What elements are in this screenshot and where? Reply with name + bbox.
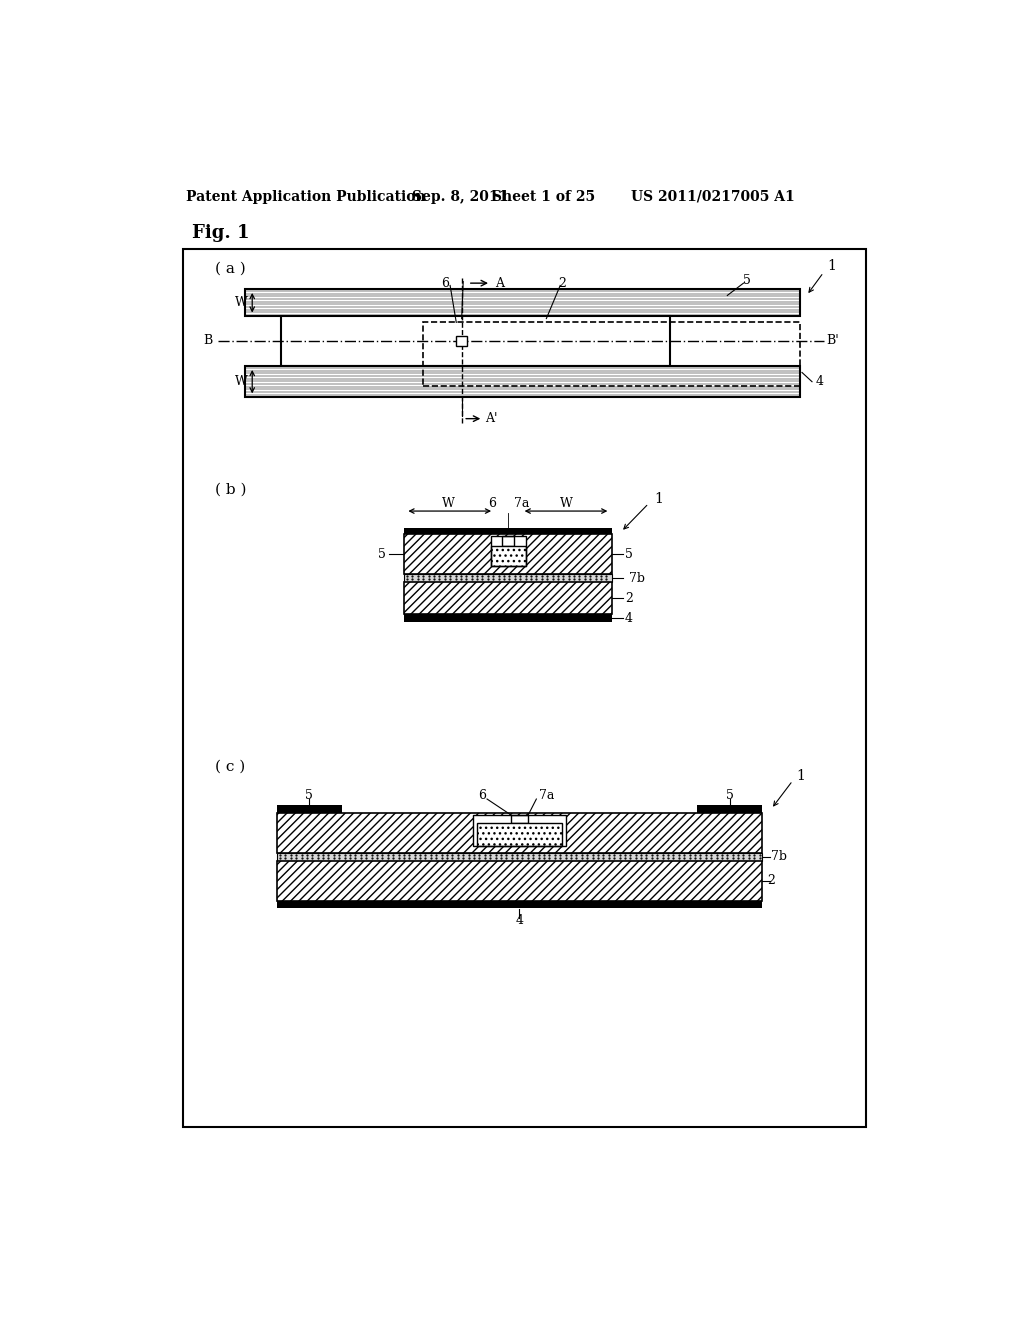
Bar <box>281 317 670 367</box>
Text: Sep. 8, 2011: Sep. 8, 2011 <box>412 190 508 203</box>
Bar <box>276 805 342 813</box>
Text: 1: 1 <box>827 259 837 273</box>
Bar <box>473 816 565 846</box>
Text: B: B <box>203 334 212 347</box>
Bar <box>276 861 762 900</box>
Text: 7b: 7b <box>771 850 787 863</box>
Bar <box>276 813 762 853</box>
Text: 7a: 7a <box>514 496 529 510</box>
Text: 1: 1 <box>654 492 663 506</box>
Text: W: W <box>234 375 248 388</box>
Bar <box>403 574 611 582</box>
Text: A': A' <box>484 412 498 425</box>
Text: Patent Application Publication: Patent Application Publication <box>186 190 426 203</box>
Text: Sheet 1 of 25: Sheet 1 of 25 <box>493 190 596 203</box>
Bar <box>490 536 525 566</box>
Text: W: W <box>442 496 455 510</box>
Text: 6: 6 <box>440 277 449 289</box>
Text: 1: 1 <box>797 770 806 783</box>
Text: 6: 6 <box>488 496 497 510</box>
Bar <box>183 249 866 1127</box>
Text: W: W <box>560 496 572 510</box>
Text: W: W <box>234 296 248 309</box>
Text: 2: 2 <box>558 277 565 289</box>
Text: 7a: 7a <box>539 789 554 803</box>
Text: 2: 2 <box>767 874 775 887</box>
Bar <box>511 816 528 822</box>
Text: ( a ): ( a ) <box>215 261 246 276</box>
Bar <box>276 853 762 861</box>
Text: 5: 5 <box>305 789 313 803</box>
Text: 4: 4 <box>515 915 523 927</box>
Bar <box>245 289 801 317</box>
Bar <box>403 614 611 622</box>
Text: 5: 5 <box>742 273 751 286</box>
Bar <box>403 528 611 535</box>
Bar <box>403 535 611 574</box>
Text: 4: 4 <box>816 375 823 388</box>
Bar <box>502 536 514 545</box>
Bar <box>276 900 762 908</box>
Text: 5: 5 <box>625 548 633 561</box>
Bar <box>696 805 762 813</box>
Text: 2: 2 <box>625 591 633 605</box>
Text: 4: 4 <box>625 611 633 624</box>
Text: ( c ): ( c ) <box>215 760 246 774</box>
Bar <box>245 367 801 397</box>
Bar <box>423 322 801 385</box>
Text: B': B' <box>826 334 840 347</box>
Text: A: A <box>496 277 505 289</box>
Text: ( b ): ( b ) <box>215 483 247 496</box>
Bar <box>490 536 525 566</box>
Bar <box>473 816 565 846</box>
Text: Fig. 1: Fig. 1 <box>193 224 250 242</box>
Text: 7b: 7b <box>629 572 645 585</box>
Bar <box>457 335 467 346</box>
Bar <box>403 582 611 614</box>
Text: US 2011/0217005 A1: US 2011/0217005 A1 <box>631 190 795 203</box>
Text: 5: 5 <box>726 789 733 803</box>
Text: 5: 5 <box>379 548 386 561</box>
Bar <box>490 545 525 566</box>
Text: 6: 6 <box>478 789 486 803</box>
Bar <box>477 822 562 846</box>
